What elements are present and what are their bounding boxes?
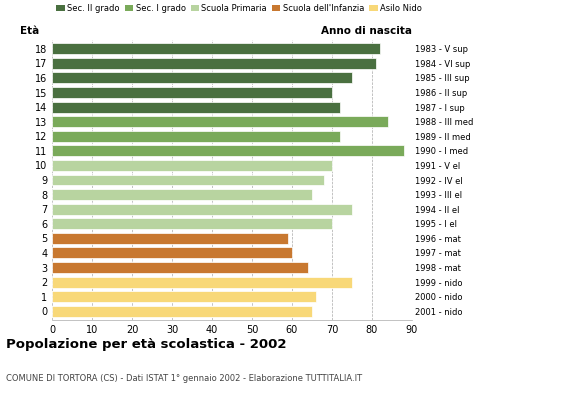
Bar	[52, 72, 352, 83]
Bar	[52, 233, 288, 244]
Bar	[52, 87, 332, 98]
Bar	[52, 174, 324, 186]
Bar	[52, 306, 312, 317]
Bar	[52, 277, 352, 288]
Bar	[52, 131, 340, 142]
Legend: Sec. II grado, Sec. I grado, Scuola Primaria, Scuola dell'Infanzia, Asilo Nido: Sec. II grado, Sec. I grado, Scuola Prim…	[56, 4, 422, 13]
Bar	[52, 116, 388, 127]
Text: COMUNE DI TORTORA (CS) - Dati ISTAT 1° gennaio 2002 - Elaborazione TUTTITALIA.IT: COMUNE DI TORTORA (CS) - Dati ISTAT 1° g…	[6, 374, 362, 383]
Bar	[52, 204, 352, 215]
Bar	[52, 102, 340, 112]
Text: Età: Età	[20, 26, 39, 36]
Bar	[52, 160, 332, 171]
Bar	[52, 248, 292, 258]
Bar	[52, 262, 308, 273]
Bar	[52, 43, 380, 54]
Bar	[52, 145, 404, 156]
Bar	[52, 189, 312, 200]
Bar	[52, 218, 332, 229]
Text: Popolazione per età scolastica - 2002: Popolazione per età scolastica - 2002	[6, 338, 287, 351]
Bar	[52, 291, 316, 302]
Text: Anno di nascita: Anno di nascita	[321, 26, 412, 36]
Bar	[52, 58, 376, 69]
